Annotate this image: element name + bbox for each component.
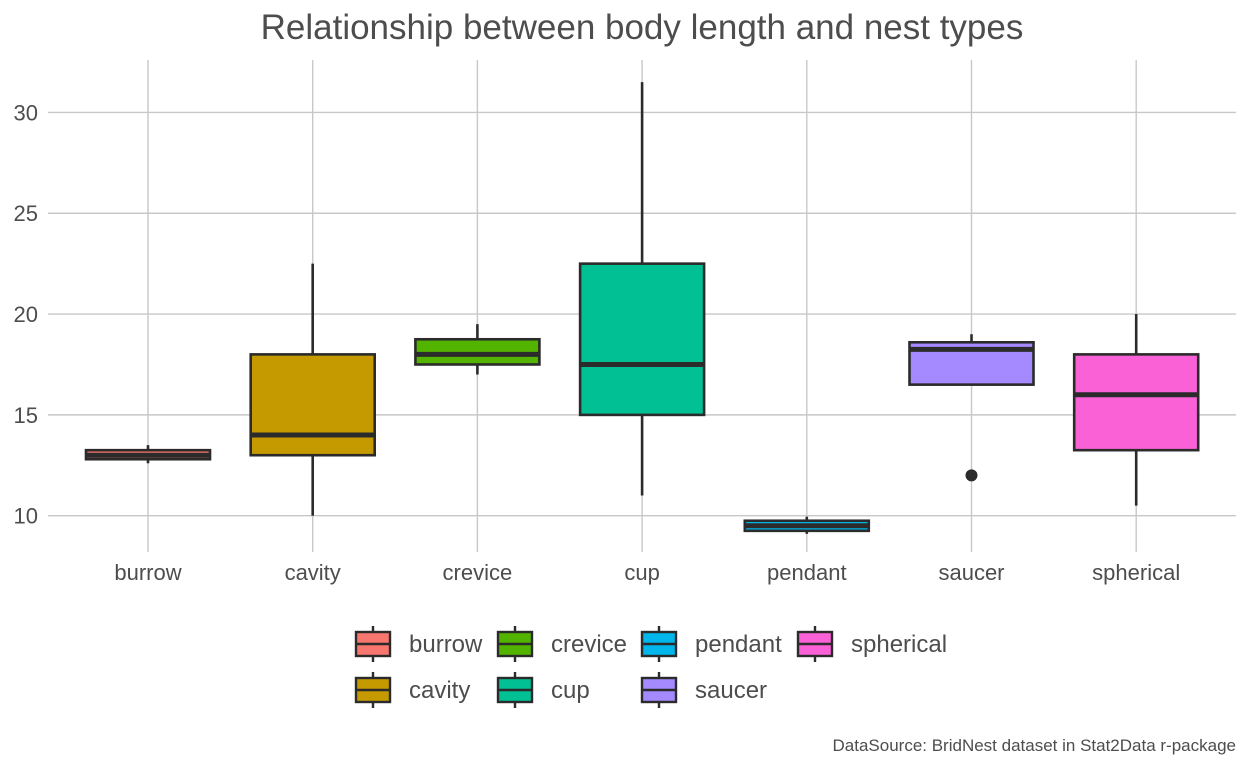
- box-body: [578, 262, 706, 417]
- box-cup: [578, 82, 706, 496]
- box-body: [1072, 353, 1200, 452]
- legend-label: burrow: [409, 631, 483, 658]
- legend-item-saucer: saucer: [640, 672, 767, 708]
- chart-title: Relationship between body length and nes…: [261, 8, 1024, 47]
- legend-item-cup: cup: [496, 672, 590, 708]
- x-tick-label: saucer: [938, 560, 1004, 585]
- x-axis-ticks: burrow cavity crevice cup pendant saucer spher…: [114, 560, 1180, 585]
- boxes: [84, 82, 1200, 534]
- box-spherical: [1072, 314, 1200, 506]
- legend-label: cup: [551, 677, 590, 704]
- legend-label: crevice: [551, 631, 627, 658]
- box-cavity: [249, 263, 376, 516]
- legend: burrow cavity crevice cup pendant saucer spher…: [354, 626, 947, 708]
- chart-caption: DataSource: BridNest dataset in Stat2Dat…: [833, 736, 1237, 755]
- x-tick-label: cup: [624, 560, 659, 585]
- legend-item-burrow: burrow: [354, 626, 483, 662]
- box-saucer: [908, 334, 1035, 482]
- y-tick-label: 25: [14, 201, 38, 226]
- legend-label: spherical: [851, 631, 947, 658]
- x-tick-label: crevice: [443, 560, 513, 585]
- legend-item-cavity: cavity: [354, 672, 470, 708]
- box-burrow: [84, 445, 212, 464]
- box-pendant: [743, 516, 871, 534]
- box-body: [414, 337, 541, 366]
- outlier-point: [965, 469, 978, 482]
- y-axis-ticks: 10 15 20 25 30: [14, 100, 38, 528]
- box-body: [249, 353, 376, 457]
- x-tick-label: pendant: [767, 560, 847, 585]
- y-tick-label: 10: [14, 504, 38, 529]
- legend-item-crevice: crevice: [496, 626, 627, 662]
- y-tick-label: 20: [14, 302, 38, 327]
- y-tick-label: 30: [14, 100, 38, 125]
- y-tick-label: 15: [14, 403, 38, 428]
- legend-label: cavity: [409, 677, 470, 704]
- legend-label: saucer: [695, 677, 767, 704]
- legend-label: pendant: [695, 631, 782, 658]
- x-tick-label: spherical: [1092, 560, 1180, 585]
- x-tick-label: burrow: [114, 560, 181, 585]
- x-tick-label: cavity: [285, 560, 341, 585]
- legend-item-pendant: pendant: [640, 626, 782, 662]
- box-crevice: [414, 324, 541, 375]
- legend-item-spherical: spherical: [796, 626, 947, 662]
